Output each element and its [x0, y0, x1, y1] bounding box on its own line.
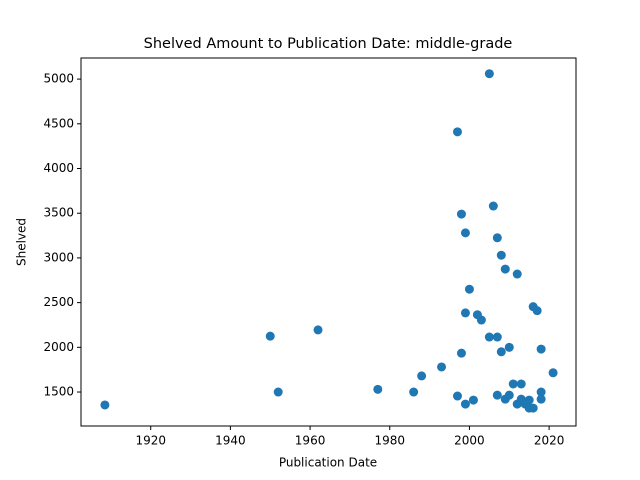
point: [496, 250, 506, 260]
x-axis-label: Publication Date: [279, 456, 377, 470]
y-tick-label: 2000: [43, 340, 74, 354]
point: [492, 233, 502, 243]
point: [536, 394, 546, 404]
y-tick-label: 4000: [43, 161, 74, 175]
point: [456, 348, 466, 358]
y-tick-label: 3000: [43, 250, 74, 264]
x-tick-label: 1980: [374, 434, 405, 448]
point: [532, 306, 542, 316]
point: [452, 127, 462, 137]
point: [417, 371, 427, 381]
point: [460, 308, 470, 318]
point: [524, 395, 534, 405]
point: [500, 264, 510, 274]
point: [373, 384, 383, 394]
point: [464, 284, 474, 294]
x-tick-label: 2000: [454, 434, 485, 448]
point: [516, 379, 526, 389]
point: [512, 269, 522, 279]
point: [452, 391, 462, 401]
point: [476, 315, 486, 325]
point: [496, 347, 506, 357]
point: [409, 387, 419, 397]
point: [313, 325, 323, 335]
point: [265, 331, 275, 341]
point: [488, 201, 498, 211]
plot-frame: [80, 57, 577, 427]
y-tick-label: 2500: [43, 295, 74, 309]
point: [504, 390, 514, 400]
x-tick-label: 1940: [215, 434, 246, 448]
point: [528, 403, 538, 413]
y-tick-label: 4500: [43, 116, 74, 130]
point: [508, 379, 518, 389]
point: [492, 390, 502, 400]
y-tick-label: 1500: [43, 385, 74, 399]
point: [484, 332, 494, 342]
y-axis-label: Shelved: [15, 218, 29, 266]
point: [484, 69, 494, 79]
point: [548, 368, 558, 378]
point: [468, 395, 478, 405]
point: [504, 342, 514, 352]
chart-title: Shelved Amount to Publication Date: midd…: [144, 36, 513, 52]
point: [492, 332, 502, 342]
y-tick-label: 5000: [43, 72, 74, 86]
point: [100, 400, 110, 410]
point: [460, 228, 470, 238]
x-tick-label: 1960: [295, 434, 326, 448]
x-tick-label: 1920: [135, 434, 166, 448]
point: [437, 362, 447, 372]
point: [273, 387, 283, 397]
point: [460, 399, 470, 409]
point: [536, 387, 546, 397]
point: [456, 209, 466, 219]
y-tick-label: 3500: [43, 206, 74, 220]
point: [536, 344, 546, 354]
x-tick-label: 2020: [534, 434, 565, 448]
